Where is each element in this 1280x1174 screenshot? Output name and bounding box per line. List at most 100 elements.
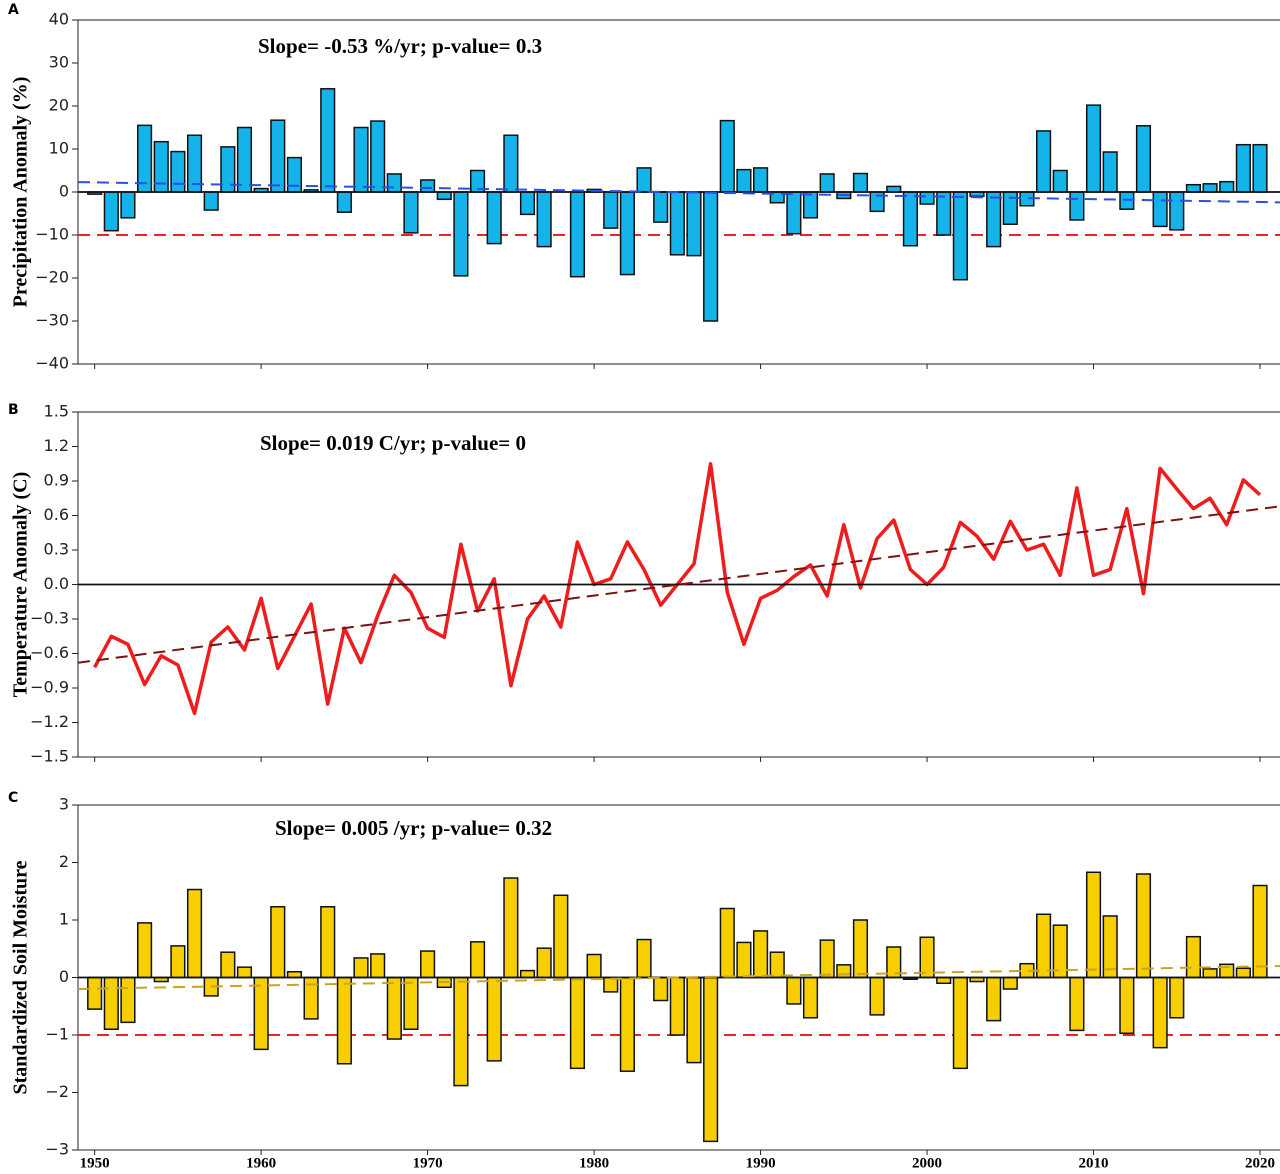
bar (519, 191, 536, 216)
bar (320, 906, 336, 979)
bar (453, 976, 469, 1087)
bar (519, 969, 536, 979)
bar (1202, 968, 1218, 979)
bar (703, 976, 719, 1143)
bar (919, 936, 935, 979)
panel-letter: B (8, 402, 19, 418)
x-tick-label: 1990 (746, 1155, 776, 1171)
bar (669, 191, 685, 256)
y-tick-label: −0.3 (30, 609, 69, 628)
bar (902, 191, 918, 247)
annotation: Slope= 0.019 C/yr; p-value= 0 (260, 431, 526, 455)
bar (286, 156, 303, 193)
bar (1052, 169, 1068, 193)
bar (1185, 183, 1202, 193)
bar (370, 120, 386, 193)
bar (802, 976, 819, 1019)
bar (469, 941, 486, 979)
bar (236, 966, 253, 979)
bar (137, 922, 153, 979)
bar (819, 173, 835, 193)
y-tick-label: 0.3 (44, 540, 69, 559)
bar (236, 126, 253, 193)
bar (636, 167, 652, 193)
y-axis-label: Standardized Soil Moisture (10, 860, 32, 1094)
y-tick-label: 0.9 (44, 471, 69, 490)
bar (852, 172, 869, 193)
y-tick-label: −10 (35, 225, 69, 244)
bar (353, 126, 369, 193)
bar (103, 976, 119, 1030)
bar (619, 191, 635, 276)
x-tick-label: 1970 (413, 1155, 443, 1171)
bar (1102, 151, 1118, 193)
bar (619, 976, 635, 1072)
bar (586, 953, 602, 979)
bar (653, 976, 669, 1002)
bar (569, 976, 586, 1070)
bar (1152, 191, 1168, 228)
x-tick-label: 2000 (912, 1155, 942, 1171)
y-tick-label: −1.5 (30, 747, 69, 766)
bar (736, 941, 752, 979)
y-tick-label: 30 (49, 53, 69, 72)
y-tick-label: 3 (59, 795, 69, 814)
bar (936, 191, 952, 236)
y-tick-label: 1.5 (44, 402, 69, 421)
bar (370, 953, 386, 979)
bar (1202, 183, 1218, 193)
y-tick-label: 0 (59, 182, 69, 201)
bar (836, 964, 852, 979)
bar (952, 191, 968, 281)
y-tick-label: −0.9 (30, 678, 69, 697)
bar (819, 939, 835, 979)
bar (603, 191, 619, 229)
bar (1119, 976, 1135, 1035)
bar (1219, 180, 1235, 193)
bar (137, 124, 153, 193)
bar (986, 976, 1002, 1022)
annotation: Slope= -0.53 %/yr; p-value= 0.3 (258, 34, 542, 58)
x-tick-label: 1960 (246, 1155, 276, 1171)
trend-line (77, 181, 1280, 204)
bar (669, 976, 685, 1036)
y-tick-label: 10 (49, 139, 69, 158)
bar (353, 957, 369, 979)
x-tick-label: 2010 (1079, 1155, 1109, 1171)
bar (986, 191, 1002, 248)
y-tick-label: 20 (49, 96, 69, 115)
bar (569, 191, 586, 278)
y-tick-label: 1.2 (44, 436, 69, 455)
bar (103, 191, 119, 232)
bar (270, 119, 286, 193)
bar (386, 976, 402, 1040)
bar (1185, 935, 1202, 979)
y-tick-label: 0.6 (44, 505, 69, 524)
y-axis-label: Temperature Anomaly (C) (10, 472, 32, 698)
bar (802, 191, 819, 219)
bar (436, 191, 452, 201)
y-tick-label: −20 (35, 268, 69, 287)
bar (1235, 143, 1251, 193)
bar (769, 951, 785, 979)
y-tick-label: 1 (59, 910, 69, 929)
bar (736, 168, 752, 193)
bar (636, 938, 652, 979)
trend-line (77, 965, 1280, 990)
bar (919, 191, 935, 205)
bar (952, 976, 968, 1070)
y-tick-label: −1 (45, 1025, 69, 1044)
bar (869, 976, 885, 1016)
bar (1252, 143, 1268, 193)
bar (220, 951, 236, 979)
bar (753, 930, 769, 979)
y-tick-label: 0.0 (44, 574, 69, 593)
bar (553, 894, 569, 979)
bar (453, 191, 469, 277)
bar (1085, 104, 1102, 193)
bar (1002, 976, 1018, 990)
bar (486, 191, 502, 245)
x-tick-label: 2020 (1245, 1155, 1275, 1171)
y-tick-label: 2 (59, 852, 69, 871)
bar (87, 976, 103, 1010)
